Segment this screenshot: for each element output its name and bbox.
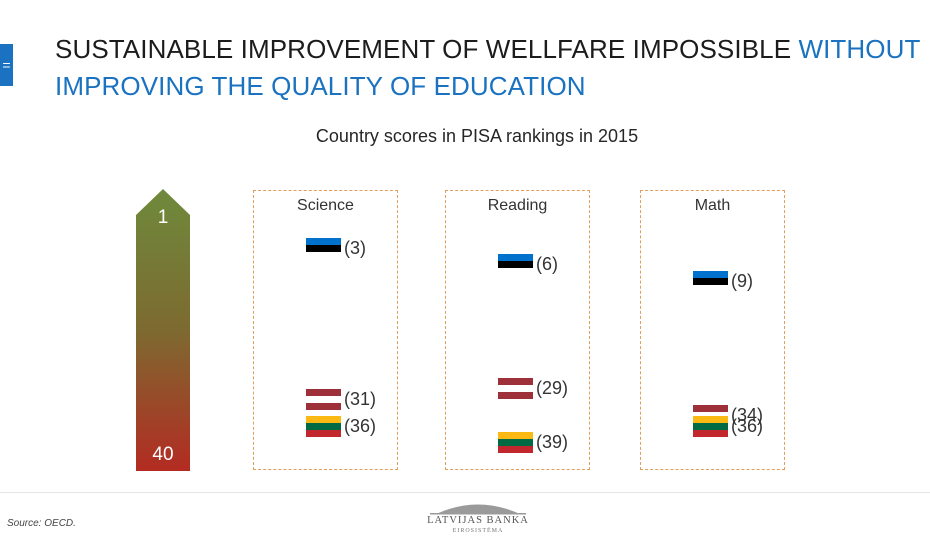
logo-arch-icon xyxy=(430,504,526,515)
logo-subtitle: EIROSISTĒMA xyxy=(452,528,504,534)
rank-entry-lithuania: (36) xyxy=(693,415,763,437)
rank-entry-lithuania: (39) xyxy=(498,432,568,454)
rank-entry-estonia: (3) xyxy=(306,238,366,260)
rank-label: (3) xyxy=(344,238,366,259)
scale-bottom-label: 40 xyxy=(152,444,174,465)
panel-reading: Reading (6) (29) (39) xyxy=(445,190,590,470)
rank-label: (36) xyxy=(731,415,764,436)
latvia-flag-icon xyxy=(498,378,533,400)
rank-entry-latvia: (31) xyxy=(306,389,376,411)
logo-name: LATVIJAS BANKA xyxy=(427,515,529,526)
rank-entry-lithuania: (36) xyxy=(306,415,376,437)
estonia-flag-icon xyxy=(498,254,533,276)
rank-label: (36) xyxy=(344,415,377,436)
panel-math: Math (9) (34) (36) xyxy=(640,190,785,470)
source-note: Source: OECD. xyxy=(7,518,76,529)
lithuania-flag-icon xyxy=(498,432,533,454)
estonia-flag-icon xyxy=(693,270,728,292)
rank-entry-estonia: (9) xyxy=(693,270,753,292)
title-accent: WITHOUT IMPROVING THE QUALITY OF EDUCATI… xyxy=(55,34,921,101)
panel-label-science: Science xyxy=(297,197,354,214)
lithuania-flag-icon xyxy=(306,415,341,437)
slide-title: SUSTAINABLE IMPROVEMENT OF WELLFARE IMPO… xyxy=(55,31,930,105)
estonia-flag-icon xyxy=(306,238,341,260)
rank-entry-latvia: (29) xyxy=(498,378,568,400)
rank-label: (29) xyxy=(536,378,569,399)
chart-subtitle: Country scores in PISA rankings in 2015 xyxy=(315,126,639,146)
panel-science: Science (3) (31) (36) xyxy=(253,190,398,470)
latvijas-banka-logo: LATVIJAS BANKA EIROSISTĒMA xyxy=(426,499,530,537)
title-main: SUSTAINABLE IMPROVEMENT OF WELLFARE IMPO… xyxy=(55,34,799,64)
rank-label: (31) xyxy=(344,389,377,410)
footer-divider xyxy=(0,492,930,493)
panel-label-reading: Reading xyxy=(487,197,548,214)
lithuania-flag-icon xyxy=(693,415,728,437)
latvia-flag-icon xyxy=(306,389,341,411)
rank-label: (39) xyxy=(536,432,569,453)
rank-label: (6) xyxy=(536,254,558,275)
panel-label-math: Math xyxy=(694,197,731,214)
rank-entry-estonia: (6) xyxy=(498,254,558,276)
rank-label: (34) xyxy=(731,405,764,426)
rank-scale-arrow xyxy=(136,189,190,471)
slide-tab-marker: = xyxy=(0,44,13,86)
scale-top-label: 1 xyxy=(157,207,169,228)
rank-label: (9) xyxy=(731,270,753,291)
